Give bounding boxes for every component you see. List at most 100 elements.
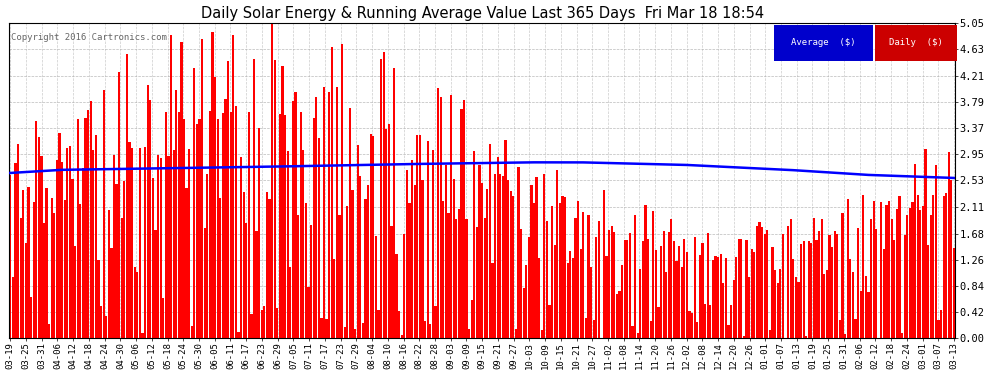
Bar (255, 231, 257, 338)
Bar (551, 207, 553, 338)
Bar (922, 206, 924, 338)
Bar (121, 218, 123, 338)
Bar (323, 87, 325, 338)
Bar (857, 228, 859, 338)
Bar (351, 190, 353, 338)
Bar (787, 226, 789, 338)
Bar (816, 240, 818, 338)
Bar (411, 160, 413, 338)
Bar (61, 162, 63, 338)
Bar (266, 192, 268, 338)
Bar (69, 146, 71, 338)
Bar (300, 112, 302, 338)
Bar (649, 321, 651, 338)
Bar (688, 311, 691, 338)
Bar (818, 231, 821, 338)
Bar (839, 320, 842, 338)
Bar (694, 237, 696, 338)
Bar (321, 318, 323, 338)
Bar (105, 316, 107, 338)
Bar (566, 262, 569, 338)
Bar (183, 119, 185, 338)
Bar (750, 249, 752, 338)
Bar (766, 230, 768, 338)
Bar (709, 306, 712, 338)
Bar (71, 178, 73, 338)
Bar (864, 276, 867, 338)
Bar (344, 327, 346, 338)
Bar (901, 333, 903, 338)
Bar (779, 269, 781, 338)
Bar (771, 247, 773, 338)
Bar (440, 97, 442, 338)
Bar (632, 326, 634, 338)
Bar (564, 197, 566, 338)
Bar (831, 248, 834, 338)
Bar (92, 150, 94, 338)
Bar (395, 254, 398, 338)
Bar (460, 109, 462, 338)
Bar (157, 155, 159, 338)
Bar (279, 114, 281, 338)
Bar (795, 277, 797, 338)
Bar (447, 213, 449, 338)
Bar (875, 25, 957, 61)
Bar (673, 242, 675, 338)
Bar (110, 248, 113, 338)
Bar (930, 215, 932, 338)
Bar (776, 284, 779, 338)
Bar (686, 252, 688, 338)
Bar (733, 280, 735, 338)
Bar (302, 150, 304, 338)
Bar (953, 248, 955, 338)
Bar (167, 156, 169, 338)
Bar (79, 204, 81, 338)
Bar (126, 54, 128, 338)
Bar (484, 217, 486, 338)
Bar (170, 34, 172, 338)
Bar (49, 324, 50, 338)
Bar (326, 319, 328, 338)
Bar (489, 144, 491, 338)
Bar (305, 203, 307, 338)
Bar (424, 321, 427, 338)
Bar (30, 297, 32, 338)
Bar (494, 174, 496, 338)
Bar (258, 128, 260, 338)
Bar (134, 267, 136, 338)
Bar (315, 97, 318, 338)
Bar (773, 25, 873, 61)
Bar (336, 87, 338, 338)
Bar (637, 333, 639, 338)
Bar (790, 219, 792, 338)
Bar (510, 191, 512, 338)
Bar (533, 203, 535, 338)
Bar (118, 72, 121, 338)
Bar (22, 190, 25, 338)
Bar (665, 273, 667, 338)
Bar (307, 287, 310, 338)
Bar (198, 119, 201, 338)
Bar (89, 101, 92, 338)
Bar (797, 282, 800, 338)
Bar (621, 265, 624, 338)
Bar (432, 150, 434, 338)
Bar (419, 135, 421, 338)
Bar (587, 215, 589, 338)
Bar (707, 232, 709, 338)
Bar (531, 185, 533, 338)
Bar (933, 195, 935, 338)
Bar (904, 235, 906, 338)
Bar (947, 152, 949, 338)
Bar (398, 311, 400, 338)
Bar (66, 148, 68, 338)
Bar (553, 245, 555, 338)
Bar (124, 181, 126, 338)
Bar (654, 250, 657, 338)
Bar (95, 135, 97, 338)
Bar (862, 195, 864, 338)
Bar (657, 307, 659, 338)
Bar (149, 100, 151, 338)
Bar (268, 199, 270, 338)
Title: Daily Solar Energy & Running Average Value Last 365 Days  Fri Mar 18 18:54: Daily Solar Energy & Running Average Val… (201, 6, 763, 21)
